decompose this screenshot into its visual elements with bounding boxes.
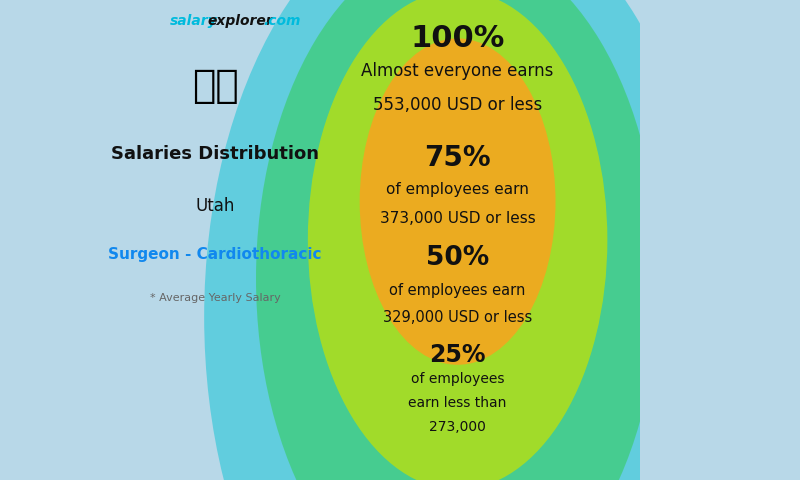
Text: 50%: 50% <box>426 245 490 271</box>
Text: Utah: Utah <box>195 197 235 216</box>
Text: earn less than: earn less than <box>409 396 506 410</box>
Text: 100%: 100% <box>410 24 505 53</box>
Text: 75%: 75% <box>424 144 491 172</box>
Text: Almost everyone earns: Almost everyone earns <box>362 62 554 80</box>
Text: Salaries Distribution: Salaries Distribution <box>111 144 319 163</box>
Text: 553,000 USD or less: 553,000 USD or less <box>373 96 542 114</box>
Text: 329,000 USD or less: 329,000 USD or less <box>383 310 532 324</box>
Text: 🇺🇸: 🇺🇸 <box>192 67 238 106</box>
Ellipse shape <box>308 0 607 480</box>
Text: * Average Yearly Salary: * Average Yearly Salary <box>150 293 281 302</box>
Text: .com: .com <box>263 14 301 28</box>
Text: of employees earn: of employees earn <box>386 182 529 197</box>
Text: of employees earn: of employees earn <box>390 283 526 298</box>
Text: 25%: 25% <box>430 343 486 367</box>
Text: 373,000 USD or less: 373,000 USD or less <box>380 211 535 226</box>
Text: Surgeon - Cardiothoracic: Surgeon - Cardiothoracic <box>109 247 322 262</box>
Text: explorer: explorer <box>208 14 274 28</box>
Text: salary: salary <box>170 14 218 28</box>
Text: of employees: of employees <box>411 372 504 386</box>
Ellipse shape <box>204 0 711 480</box>
Ellipse shape <box>256 0 659 480</box>
Text: 273,000: 273,000 <box>429 420 486 434</box>
Ellipse shape <box>360 38 555 365</box>
